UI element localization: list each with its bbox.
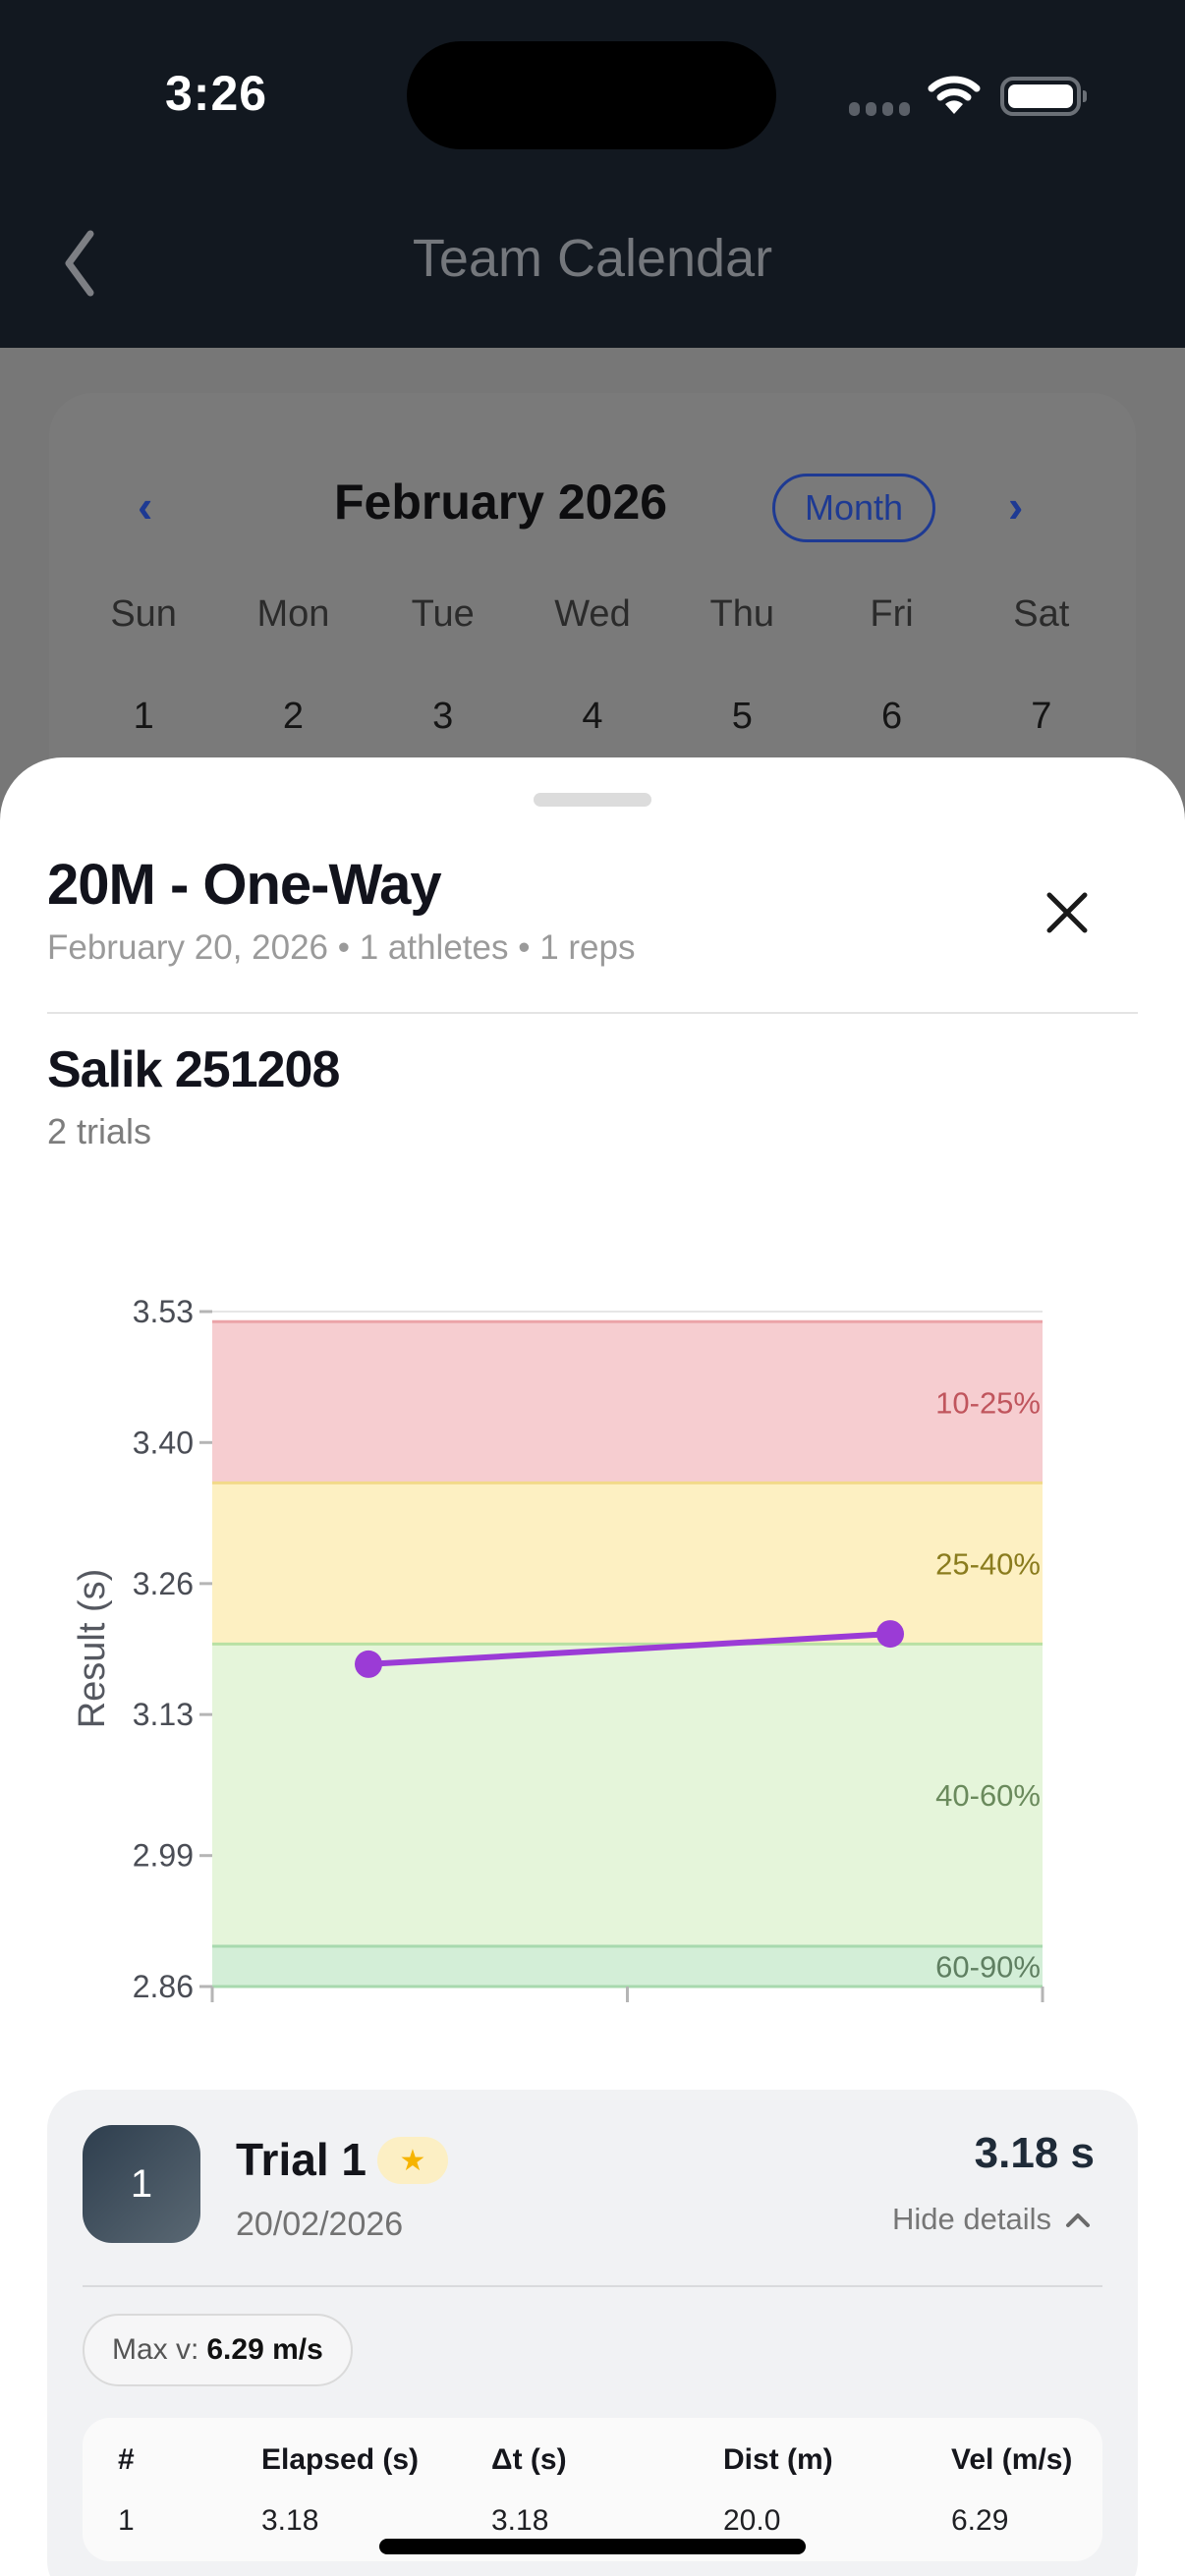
table-cell: 1 <box>118 2504 135 2537</box>
calendar-day[interactable]: 5 <box>731 696 753 737</box>
trial-card: 1 Trial 1 ★ 20/02/2026 3.18 s Hide detai… <box>47 2090 1138 2576</box>
home-indicator[interactable] <box>379 2539 806 2554</box>
athlete-trial-count: 2 trials <box>47 1111 152 1151</box>
hide-details-label: Hide details <box>892 2202 1051 2236</box>
weekday-label: Thu <box>709 593 774 635</box>
calendar-week-row: 1 2 3 4 5 6 7 <box>69 696 1116 738</box>
weekday-label: Wed <box>554 593 631 635</box>
max-velocity-value: 6.29 m/s <box>206 2333 323 2366</box>
calendar-day[interactable]: 1 <box>133 696 154 737</box>
calendar-day[interactable]: 4 <box>582 696 603 737</box>
trial-result: 3.18 s <box>974 2129 1095 2177</box>
sheet-drag-handle[interactable] <box>534 793 651 807</box>
column-header: Dist (m) <box>723 2443 833 2476</box>
table-cell: 3.18 <box>261 2504 319 2537</box>
divider <box>47 1012 1138 1014</box>
session-title: 20M - One-Way <box>47 853 442 917</box>
table-header-row: # Elapsed (s) Δt (s) Dist (m) Vel (m/s) <box>83 2443 1102 2483</box>
calendar-day[interactable]: 7 <box>1031 696 1052 737</box>
table-cell: 20.0 <box>723 2504 781 2537</box>
chevron-up-icon <box>1066 2213 1090 2227</box>
split-table: # Elapsed (s) Δt (s) Dist (m) Vel (m/s) … <box>83 2418 1102 2561</box>
dynamic-island <box>407 41 776 149</box>
page-title: Team Calendar <box>412 229 773 288</box>
star-icon: ★ <box>377 2137 448 2184</box>
status-time: 3:26 <box>165 66 268 121</box>
column-header: # <box>118 2443 135 2476</box>
athlete-name: Salik 251208 <box>47 1041 340 1098</box>
trial-date: 20/02/2026 <box>236 2206 404 2243</box>
weekday-label: Sat <box>1013 593 1070 635</box>
prev-month-button[interactable]: ‹ <box>138 480 153 532</box>
weekday-label: Mon <box>256 593 330 635</box>
view-mode-toggle[interactable]: Month <box>772 474 935 542</box>
calendar-day[interactable]: 2 <box>282 696 304 737</box>
hide-details-button[interactable]: Hide details <box>892 2202 1091 2237</box>
battery-icon <box>1000 77 1087 116</box>
column-header: Vel (m/s) <box>951 2443 1073 2476</box>
weekday-label: Sun <box>110 593 177 635</box>
weekday-header: Sun Mon Tue Wed Thu Fri Sat <box>69 593 1116 636</box>
table-row: 1 3.18 3.18 20.0 6.29 <box>83 2504 1102 2544</box>
table-cell: 3.18 <box>491 2504 549 2537</box>
weekday-label: Tue <box>411 593 475 635</box>
wifi-icon <box>928 76 981 114</box>
weekday-label: Fri <box>870 593 914 635</box>
column-header: Δt (s) <box>491 2443 567 2476</box>
next-month-button[interactable]: › <box>1008 480 1024 532</box>
session-meta: February 20, 2026 • 1 athletes • 1 reps <box>47 928 636 967</box>
max-velocity-label: Max v: <box>112 2333 199 2366</box>
back-button[interactable] <box>55 224 104 303</box>
max-velocity-chip: Max v: 6.29 m/s <box>83 2314 353 2386</box>
trial-number-badge: 1 <box>83 2125 200 2243</box>
close-icon[interactable] <box>1040 885 1095 940</box>
top-bar: 3:26 Team Calendar <box>0 0 1185 348</box>
calendar-day[interactable]: 3 <box>432 696 454 737</box>
trial-title: Trial 1 <box>236 2134 367 2185</box>
divider <box>83 2285 1102 2287</box>
signal-dots-icon <box>849 102 910 116</box>
calendar-month-label: February 2026 <box>334 475 668 530</box>
calendar-day[interactable]: 6 <box>880 696 903 737</box>
table-cell: 6.29 <box>951 2504 1009 2537</box>
column-header: Elapsed (s) <box>261 2443 420 2476</box>
